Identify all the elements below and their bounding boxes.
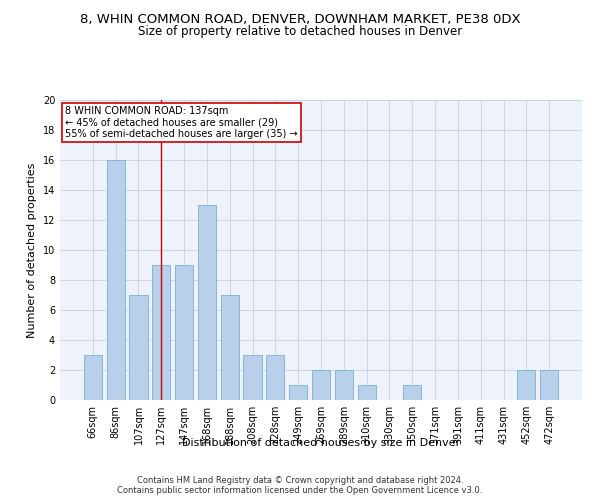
Bar	[198, 205, 216, 400]
Bar	[107, 160, 125, 400]
Bar	[221, 295, 239, 400]
Bar	[403, 385, 421, 400]
Bar	[130, 295, 148, 400]
Bar	[335, 370, 353, 400]
Bar	[175, 265, 193, 400]
Text: 8 WHIN COMMON ROAD: 137sqm
← 45% of detached houses are smaller (29)
55% of semi: 8 WHIN COMMON ROAD: 137sqm ← 45% of deta…	[65, 106, 298, 139]
Text: Size of property relative to detached houses in Denver: Size of property relative to detached ho…	[138, 25, 462, 38]
Bar	[152, 265, 170, 400]
Bar	[84, 355, 102, 400]
Bar	[358, 385, 376, 400]
Text: 8, WHIN COMMON ROAD, DENVER, DOWNHAM MARKET, PE38 0DX: 8, WHIN COMMON ROAD, DENVER, DOWNHAM MAR…	[80, 12, 520, 26]
Bar	[312, 370, 330, 400]
Bar	[540, 370, 558, 400]
Bar	[266, 355, 284, 400]
Text: Distribution of detached houses by size in Denver: Distribution of detached houses by size …	[182, 438, 460, 448]
Text: Contains HM Land Registry data © Crown copyright and database right 2024.
Contai: Contains HM Land Registry data © Crown c…	[118, 476, 482, 495]
Bar	[517, 370, 535, 400]
Bar	[244, 355, 262, 400]
Y-axis label: Number of detached properties: Number of detached properties	[27, 162, 37, 338]
Bar	[289, 385, 307, 400]
